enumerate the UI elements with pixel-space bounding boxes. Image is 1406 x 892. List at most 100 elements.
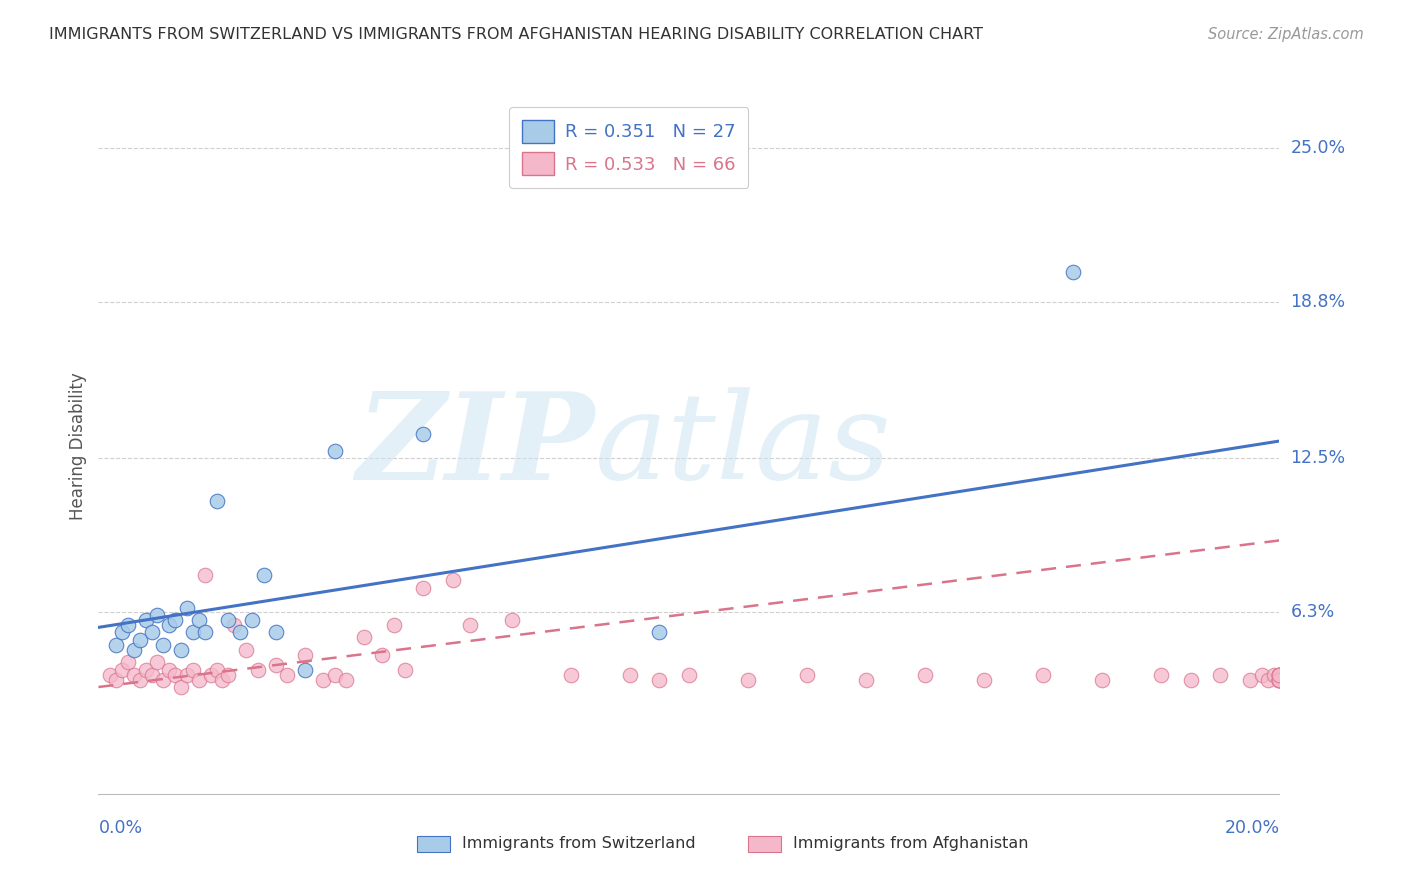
Point: [1268, 673, 1291, 687]
Point: [165, 667, 187, 681]
Point: [246, 663, 269, 677]
Point: [294, 648, 316, 662]
Point: [501, 613, 523, 627]
Point: [264, 657, 287, 672]
Text: IMMIGRANTS FROM SWITZERLAND VS IMMIGRANTS FROM AFGHANISTAN HEARING DISABILITY CO: IMMIGRANTS FROM SWITZERLAND VS IMMIGRANT…: [49, 27, 983, 42]
Point: [323, 444, 346, 458]
Text: 25.0%: 25.0%: [1291, 139, 1346, 157]
Point: [855, 673, 877, 687]
Point: [217, 613, 239, 627]
Point: [122, 667, 145, 681]
Point: [181, 625, 204, 640]
Point: [194, 568, 217, 582]
Text: Source: ZipAtlas.com: Source: ZipAtlas.com: [1208, 27, 1364, 42]
Point: [1150, 667, 1173, 681]
Point: [382, 618, 405, 632]
Point: [157, 663, 180, 677]
Point: [1250, 667, 1272, 681]
Point: [240, 613, 263, 627]
Point: [1062, 265, 1084, 279]
Point: [111, 663, 134, 677]
Point: [211, 673, 233, 687]
Point: [1239, 673, 1261, 687]
Text: ZIP: ZIP: [356, 387, 595, 505]
Point: [105, 673, 128, 687]
Point: [619, 667, 641, 681]
Point: [441, 573, 464, 587]
Point: [135, 613, 157, 627]
Point: [122, 642, 145, 657]
Point: [205, 493, 228, 508]
Point: [648, 625, 671, 640]
Point: [152, 673, 174, 687]
Y-axis label: Hearing Disability: Hearing Disability: [69, 372, 87, 520]
Point: [648, 673, 671, 687]
Point: [200, 667, 222, 681]
Point: [157, 618, 180, 632]
Point: [141, 667, 163, 681]
Point: [224, 618, 246, 632]
Point: [1268, 673, 1291, 687]
Point: [323, 667, 346, 681]
Point: [253, 568, 276, 582]
Point: [170, 680, 193, 694]
Point: [235, 642, 257, 657]
Point: [276, 667, 298, 681]
Point: [1268, 667, 1291, 681]
Point: [1209, 667, 1232, 681]
Point: [217, 667, 239, 681]
Text: atlas: atlas: [595, 387, 891, 505]
Point: [1091, 673, 1114, 687]
Legend: R = 0.351   N = 27, R = 0.533   N = 66: R = 0.351 N = 27, R = 0.533 N = 66: [509, 107, 748, 188]
Text: Immigrants from Afghanistan: Immigrants from Afghanistan: [793, 837, 1028, 852]
Point: [146, 607, 169, 622]
Point: [264, 625, 287, 640]
Point: [1268, 667, 1291, 681]
Point: [152, 638, 174, 652]
Point: [105, 638, 128, 652]
Point: [187, 673, 209, 687]
Point: [796, 667, 818, 681]
Point: [176, 667, 198, 681]
Point: [165, 613, 187, 627]
Point: [117, 618, 139, 632]
Point: [181, 663, 204, 677]
Point: [412, 581, 434, 595]
Point: [194, 625, 217, 640]
Point: [678, 667, 700, 681]
Point: [914, 667, 936, 681]
Point: [294, 663, 316, 677]
Text: 6.3%: 6.3%: [1291, 604, 1334, 622]
Point: [412, 426, 434, 441]
Point: [1268, 673, 1291, 687]
Point: [1263, 667, 1285, 681]
Point: [176, 600, 198, 615]
Point: [312, 673, 335, 687]
Point: [371, 648, 394, 662]
Point: [146, 655, 169, 669]
Point: [135, 663, 157, 677]
FancyBboxPatch shape: [748, 837, 782, 852]
Point: [1268, 673, 1291, 687]
Point: [1268, 667, 1291, 681]
Point: [229, 625, 252, 640]
Text: 20.0%: 20.0%: [1225, 819, 1279, 837]
Point: [205, 663, 228, 677]
Point: [1257, 673, 1279, 687]
Point: [394, 663, 416, 677]
Point: [128, 673, 150, 687]
Point: [170, 642, 193, 657]
Point: [98, 667, 121, 681]
Point: [1268, 673, 1291, 687]
Text: Immigrants from Switzerland: Immigrants from Switzerland: [463, 837, 696, 852]
Point: [560, 667, 582, 681]
Point: [141, 625, 163, 640]
Point: [353, 630, 375, 644]
Point: [335, 673, 357, 687]
Point: [128, 632, 150, 647]
Point: [111, 625, 134, 640]
Point: [1268, 667, 1291, 681]
Point: [1180, 673, 1202, 687]
Point: [117, 655, 139, 669]
Text: 18.8%: 18.8%: [1291, 293, 1346, 311]
